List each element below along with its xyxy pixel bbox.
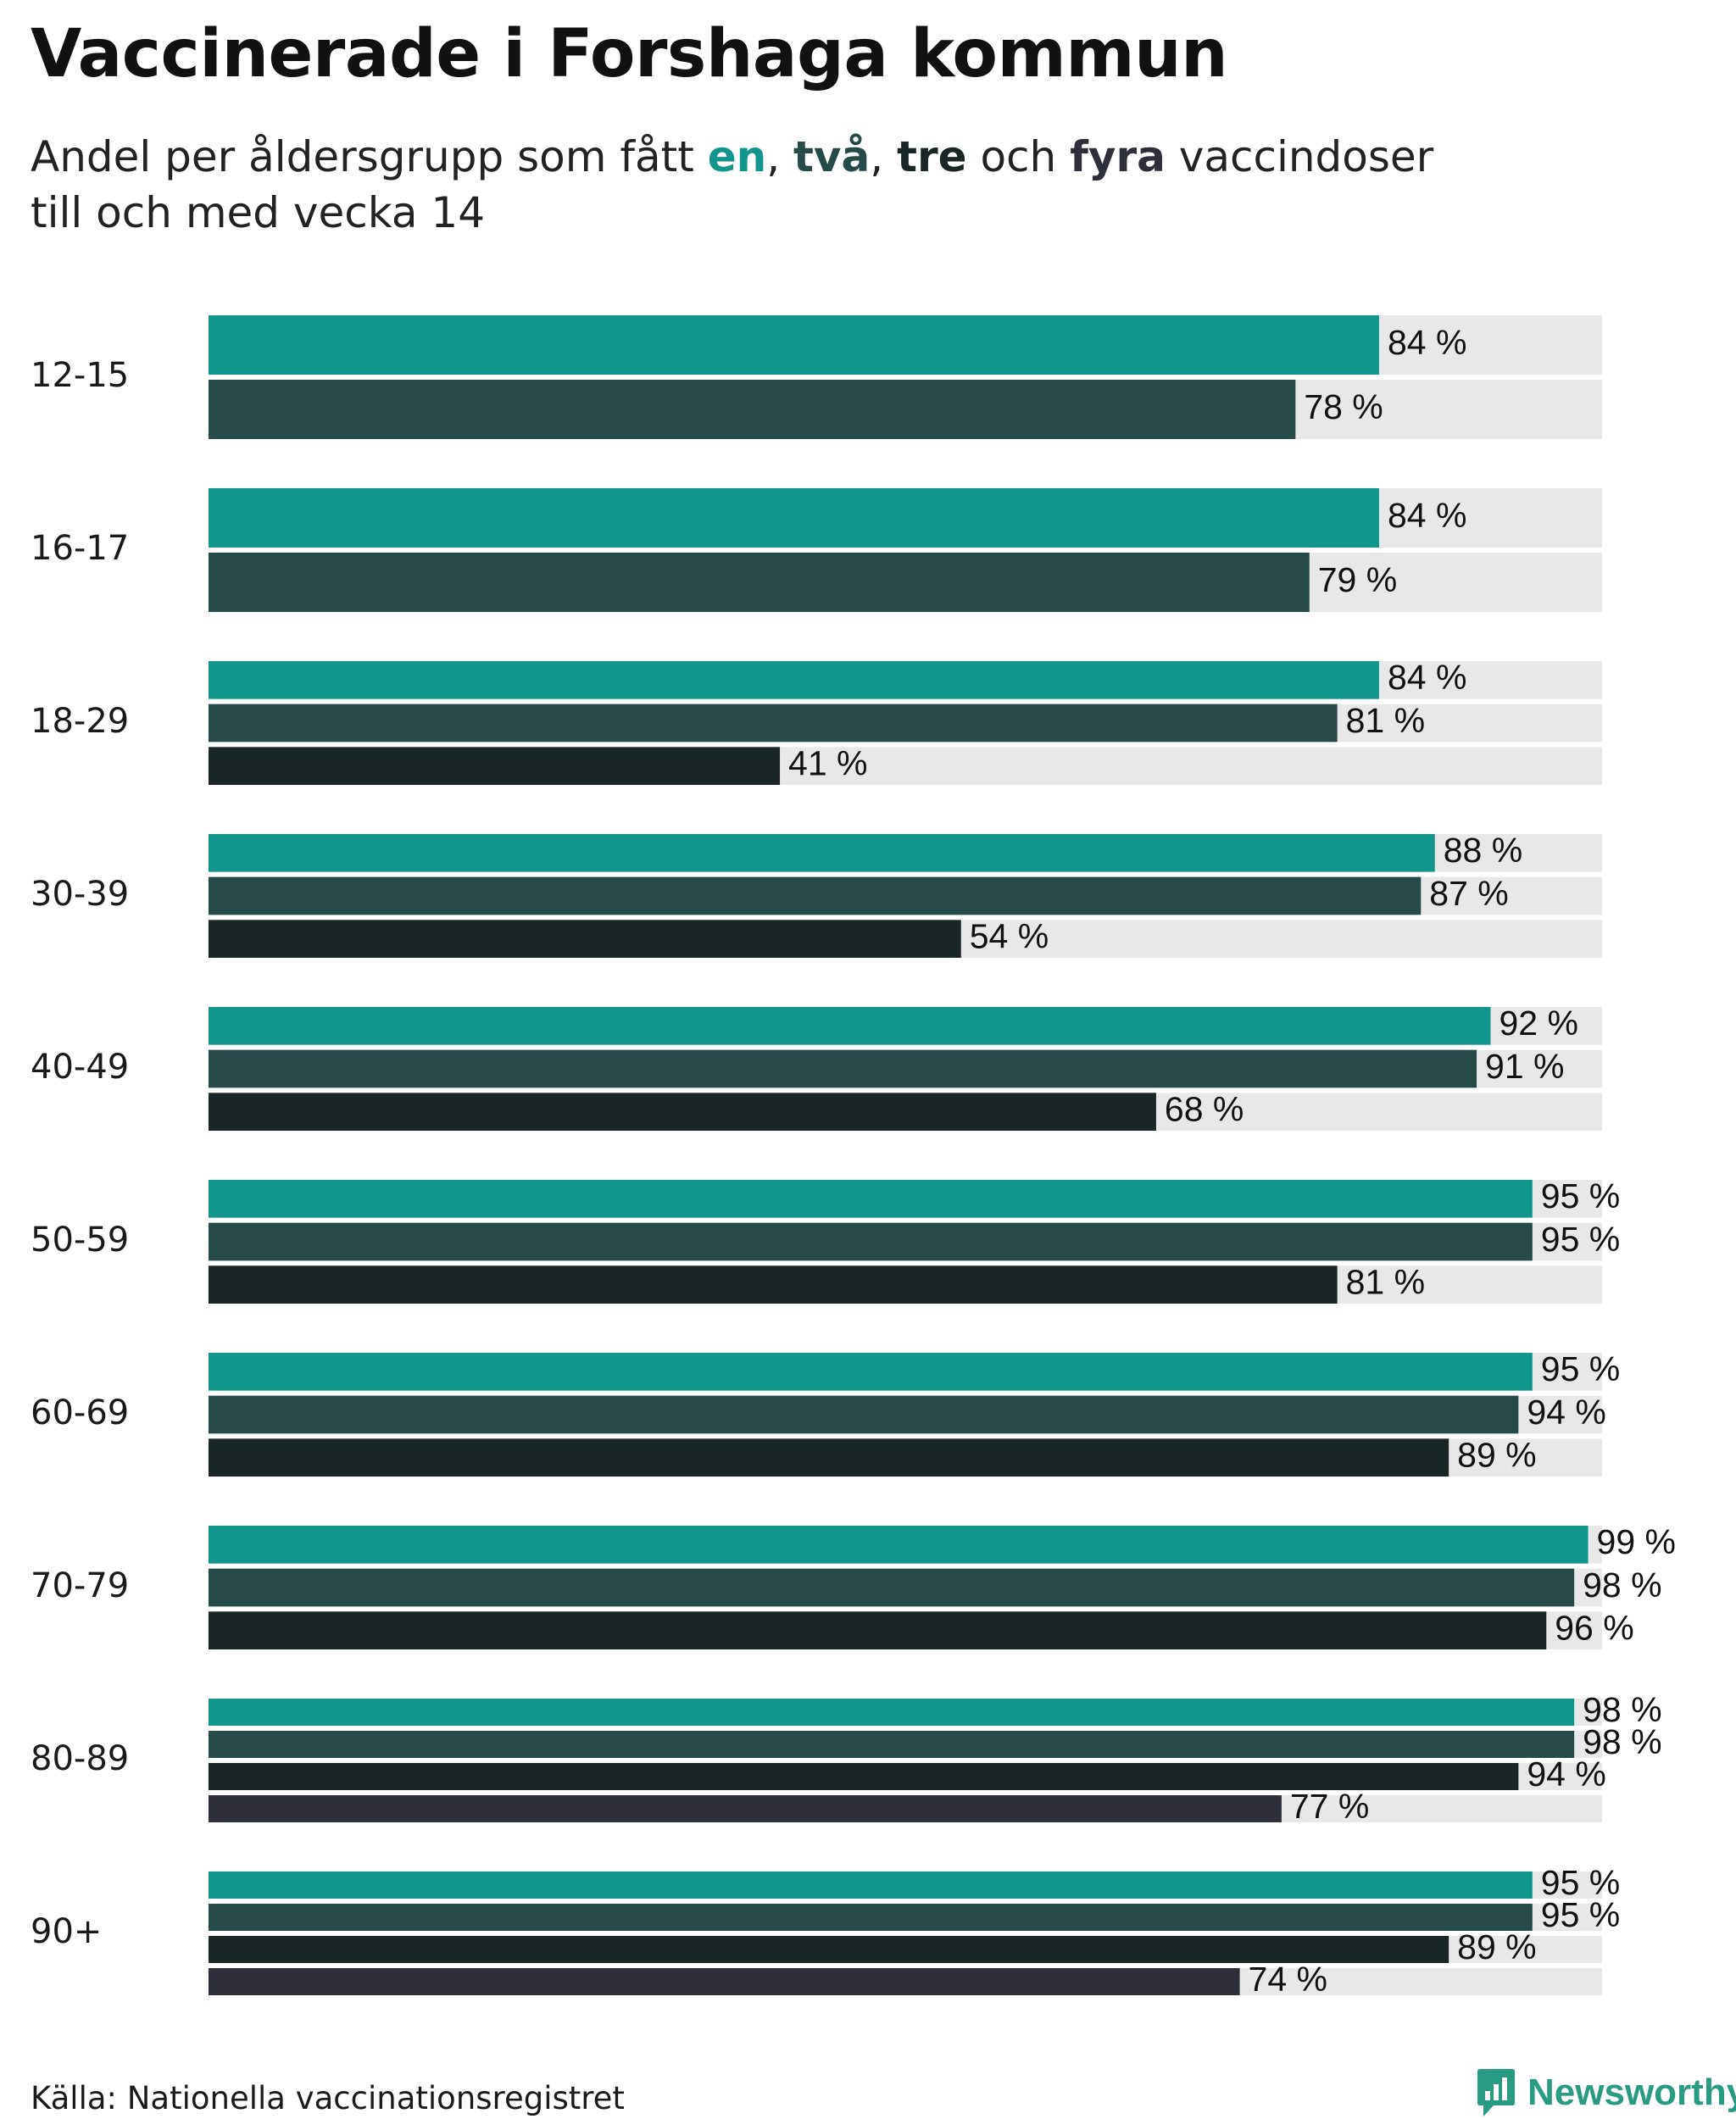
legend-key-dose-two: två	[793, 132, 871, 181]
bar-dose-one	[209, 1180, 1533, 1218]
bar-value-label: 87 %	[1429, 874, 1508, 913]
bar-value-label: 95 %	[1541, 1895, 1620, 1934]
bar-value-label: 78 %	[1304, 387, 1383, 426]
bar-dose-three	[209, 1093, 1156, 1131]
bar-dose-three	[209, 1763, 1519, 1790]
brand-logo: Newsworthy	[1477, 2066, 1736, 2119]
bar-dose-three	[209, 1936, 1449, 1963]
bar-value-label: 41 %	[788, 743, 867, 782]
bar-value-label: 95 %	[1541, 1863, 1620, 1902]
subtitle-suffix: vaccindoser	[1165, 132, 1434, 181]
bar-dose-one	[209, 488, 1379, 548]
bar-value-label: 68 %	[1165, 1089, 1244, 1128]
subtitle-separator: ,	[870, 132, 898, 181]
bar-dose-two	[209, 876, 1422, 915]
subtitle-period: till och med vecka 14	[31, 188, 486, 237]
age-group-60-69: 60-69 95 % 94 %89 %	[31, 1349, 1620, 1477]
chart-title: Vaccinerade i Forshaga kommun	[31, 16, 1228, 92]
bar-dose-two	[209, 1222, 1533, 1261]
bar-value-label: 98 %	[1583, 1566, 1661, 1605]
bar-value-label: 74 %	[1249, 1960, 1327, 1999]
bar-value-label: 95 %	[1541, 1349, 1620, 1388]
bar-value-label: 99 %	[1597, 1522, 1676, 1561]
bar-dose-one	[209, 834, 1435, 872]
age-group-label: 18-29	[31, 702, 129, 741]
bar-value-label: 98 %	[1583, 1690, 1661, 1729]
age-group-label: 16-17	[31, 529, 129, 568]
age-group-label: 50-59	[31, 1221, 129, 1260]
age-group-12-15: 12-15 84 %78 %	[31, 315, 1602, 439]
bar-dose-one	[209, 1353, 1533, 1391]
bar-dose-three	[209, 920, 961, 958]
age-group-label: 30-39	[31, 875, 129, 914]
bar-dose-two	[209, 704, 1338, 742]
bar-value-label: 89 %	[1457, 1435, 1536, 1474]
subtitle-prefix: Andel per åldersgrupp som fått	[31, 132, 708, 181]
bar-dose-one	[209, 1526, 1589, 1564]
bar-value-label: 92 %	[1499, 1004, 1577, 1043]
bar-value-label: 79 %	[1318, 560, 1397, 599]
bar-value-label: 84 %	[1388, 323, 1466, 362]
bar-value-label: 94 %	[1527, 1393, 1605, 1432]
age-group-40-49: 40-49 92 % 91 % 68 %	[31, 1004, 1602, 1131]
bar-value-label: 81 %	[1346, 1262, 1425, 1301]
bar-value-label: 77 %	[1290, 1787, 1369, 1826]
bar-dose-one	[209, 315, 1379, 375]
bar-value-label: 54 %	[970, 916, 1049, 955]
bar-dose-two	[209, 553, 1310, 612]
bar-value-label: 94 %	[1527, 1755, 1605, 1794]
bar-value-label: 95 %	[1541, 1220, 1620, 1259]
age-group-label: 80-89	[31, 1739, 129, 1778]
bar-dose-three	[209, 1265, 1338, 1304]
age-group-label: 90+	[31, 1912, 102, 1951]
bar-dose-three	[209, 747, 781, 785]
bar-value-label: 95 %	[1541, 1176, 1620, 1215]
bar-dose-two	[209, 380, 1296, 439]
bar-dose-one	[209, 1007, 1491, 1045]
bar-dose-three	[209, 1611, 1547, 1649]
bar-dose-two	[209, 1731, 1575, 1758]
bar-value-label: 84 %	[1388, 496, 1466, 535]
age-group-label: 70-79	[31, 1566, 129, 1605]
bar-dose-three	[209, 1438, 1449, 1477]
legend-key-dose-three: tre	[897, 132, 967, 181]
bar-dose-two	[209, 1049, 1477, 1088]
age-group-label: 60-69	[31, 1393, 129, 1432]
source-note: Källa: Nationella vaccinationsregistret	[31, 2080, 625, 2116]
bar-value-label: 98 %	[1583, 1722, 1661, 1761]
bar-dose-one	[209, 661, 1379, 699]
bar-dose-one	[209, 1872, 1533, 1899]
subtitle-and-word: och	[966, 132, 1071, 181]
bar-value-label: 88 %	[1444, 831, 1522, 870]
bar-value-label: 81 %	[1346, 701, 1425, 740]
age-group-16-17: 16-17 84 % 79 %	[31, 488, 1602, 612]
age-group-30-39: 30-39 88 % 87 % 54 %	[31, 831, 1602, 958]
bar-value-label: 96 %	[1555, 1608, 1633, 1647]
age-group-label: 12-15	[31, 356, 129, 395]
bar-dose-four	[209, 1968, 1240, 1995]
bar-dose-two	[209, 1395, 1519, 1434]
age-group-18-29: 18-29 84 % 81 % 41 %	[31, 658, 1602, 785]
bar-dose-two	[209, 1904, 1533, 1931]
bar-dose-one	[209, 1699, 1575, 1726]
newsworthy-logo-icon	[1477, 2069, 1515, 2116]
age-group-90+: 90+ 95 %95 %89 % 74 %	[31, 1863, 1620, 1999]
age-group-50-59: 50-59 95 % 95 % 81 %	[31, 1176, 1620, 1304]
legend-key-dose-one: en	[707, 132, 767, 181]
legend-key-dose-four: fyra	[1070, 132, 1166, 181]
bar-value-label: 91 %	[1485, 1047, 1564, 1086]
chart-subtitle: Andel per åldersgrupp som fått en, två, …	[31, 129, 1641, 241]
age-group-label: 40-49	[31, 1048, 129, 1087]
bar-value-label: 89 %	[1457, 1927, 1536, 1966]
subtitle-separator: ,	[766, 132, 794, 181]
age-group-70-79: 70-79 99 % 98 %96 %	[31, 1522, 1676, 1649]
bar-dose-two	[209, 1568, 1575, 1607]
bar-value-label: 84 %	[1388, 658, 1466, 697]
bar-dose-four	[209, 1795, 1282, 1822]
brand-name: Newsworthy	[1527, 2072, 1736, 2113]
